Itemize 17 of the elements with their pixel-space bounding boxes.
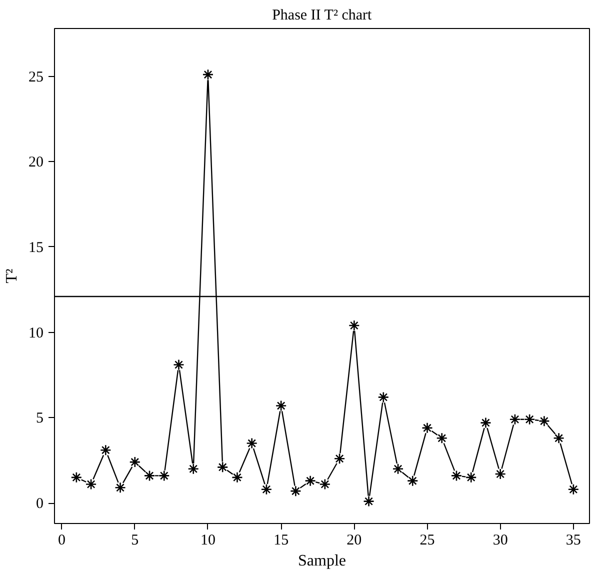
x-tick-label: 25 <box>420 532 435 548</box>
x-tick-label: 15 <box>274 532 289 548</box>
x-tick-label: 10 <box>200 532 216 548</box>
y-axis-title: T² <box>4 268 20 284</box>
x-tick-label: 0 <box>58 532 66 548</box>
x-axis-title: Sample <box>298 552 346 570</box>
y-tick-label: 5 <box>36 410 44 427</box>
y-tick-label: 15 <box>28 240 44 256</box>
chart-title: Phase II T² chart <box>272 8 372 24</box>
y-tick-label: 10 <box>28 325 44 342</box>
x-tick-label: 5 <box>131 532 139 548</box>
x-tick-label: 35 <box>566 532 581 548</box>
y-tick-label: 0 <box>36 496 44 512</box>
x-tick-label: 30 <box>492 532 508 548</box>
y-tick-label: 20 <box>28 154 44 171</box>
x-tick-label: 20 <box>346 532 362 548</box>
y-tick-label: 25 <box>28 69 44 86</box>
